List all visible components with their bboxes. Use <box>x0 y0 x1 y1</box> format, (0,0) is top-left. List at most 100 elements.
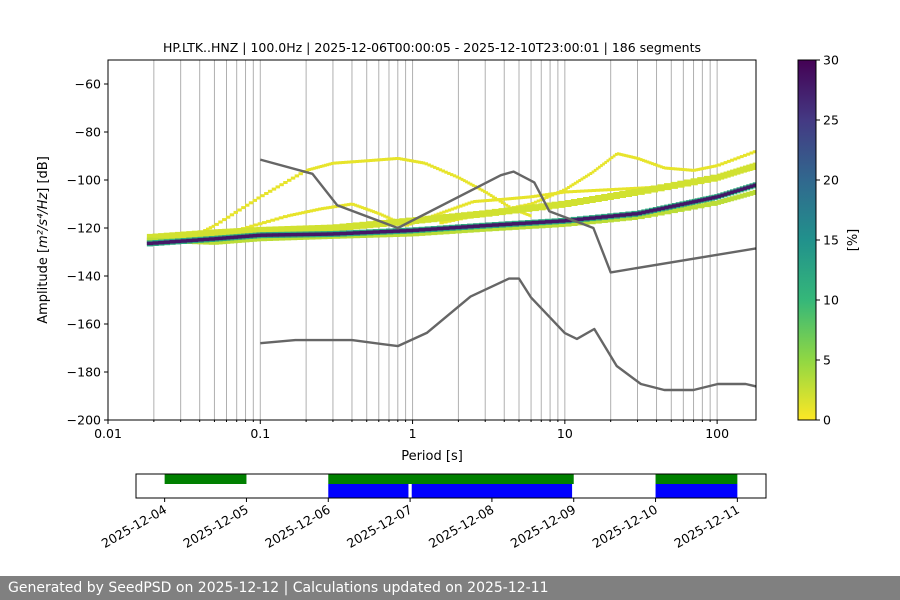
x-tick-label: 0.1 <box>250 426 270 441</box>
upper-spread-cell <box>637 187 645 195</box>
excursion-b-cell <box>467 201 471 205</box>
y-axis-ticks: −60 −80 −100 −120 −140 −160 −180 −200 <box>67 77 108 428</box>
excursion-a-cell <box>444 170 448 174</box>
lower-spread-cell <box>631 215 639 220</box>
mode-cell <box>733 189 738 194</box>
y-tick-label: −140 <box>67 269 101 284</box>
excursion-a-cell <box>352 160 357 164</box>
upper-spread-cell <box>214 229 219 237</box>
excursion-c-cell <box>650 162 654 166</box>
lower-spread-cell <box>619 216 626 222</box>
excursion-a-cell <box>417 160 421 164</box>
upper-spread-cell <box>245 227 250 235</box>
excursion-c-cell <box>655 163 659 167</box>
upper-spread-cell <box>730 169 734 177</box>
mode-cell <box>191 238 199 242</box>
mode-cell <box>180 239 187 243</box>
excursion-c-cell <box>578 179 582 182</box>
lower-spread-cell <box>473 227 480 233</box>
excursion-b-cell <box>633 186 639 190</box>
lower-spread-cell <box>736 194 741 200</box>
x-tick-label: 100 <box>705 426 729 441</box>
excursion-b-cell <box>367 208 371 212</box>
excursion-a-cell <box>294 174 300 178</box>
excursion-a-cell <box>347 160 351 164</box>
excursion-b-cell <box>508 197 512 201</box>
mode-cell <box>296 232 304 237</box>
excursion-b-cell <box>445 209 449 213</box>
excursion-c-cell <box>705 166 708 170</box>
excursion-a-cell <box>435 167 440 171</box>
excursion-a-cell <box>505 203 509 207</box>
excursion-b-cell <box>331 205 335 209</box>
upper-spread-cell <box>436 214 444 222</box>
excursion-b-cell <box>606 188 612 192</box>
excursion-b-cell <box>610 188 616 191</box>
timeline-date-label: 2025-12-07 <box>344 502 414 551</box>
excursion-c-cell <box>604 160 608 164</box>
upper-spread-cell <box>720 172 725 180</box>
excursion-c-cell <box>688 168 692 172</box>
excursion-c-cell <box>635 156 639 160</box>
excursion-a-cell <box>413 159 417 163</box>
excursion-a-cell <box>382 158 386 161</box>
upper-spread-cell <box>278 226 286 234</box>
upper-spread-cell <box>163 232 170 240</box>
excursion-b-cell <box>309 209 314 213</box>
mode-cell <box>645 209 650 214</box>
excursion-c-cell <box>531 201 535 205</box>
mode-cell <box>405 228 414 233</box>
upper-spread-cell <box>256 227 261 234</box>
upper-spread-cell <box>644 186 652 194</box>
mode-cell <box>551 219 559 224</box>
lower-spread-cell <box>245 237 250 243</box>
excursion-b-cell <box>303 210 308 214</box>
grid-lines <box>153 60 718 420</box>
excursion-a-cell <box>392 157 396 161</box>
excursion-c-cell <box>653 162 656 166</box>
lower-spread-cell <box>379 232 387 238</box>
excursion-c-cell <box>697 167 701 171</box>
excursion-a-cell <box>449 173 454 177</box>
upper-spread-cell <box>607 193 614 200</box>
lower-spread-cell <box>461 228 468 234</box>
excursion-c-cell <box>681 168 685 171</box>
upper-spread-cell <box>302 225 310 233</box>
excursion-c-cell <box>582 176 586 180</box>
figure: HP.LTK..HNZ | 100.0Hz | 2025-12-06T00:00… <box>36 40 861 551</box>
excursion-b-cell <box>376 211 380 215</box>
excursion-b-cell <box>568 190 574 194</box>
mode-cell <box>558 219 566 223</box>
upper-spread-cell <box>241 227 246 235</box>
excursion-a-cell <box>427 163 431 167</box>
mode-cell <box>386 229 394 234</box>
excursion-c-cell <box>439 221 444 225</box>
colorbar-tick-label: 15 <box>823 233 839 248</box>
timeline-date-label: 2025-12-11 <box>671 502 741 551</box>
excursion-a-cell <box>312 166 316 170</box>
mode-cell <box>730 190 734 195</box>
excursion-a-cell <box>264 192 269 195</box>
lower-spread-cell <box>531 223 539 229</box>
excursion-b-cell <box>270 218 276 222</box>
excursion-b-cell <box>496 198 500 202</box>
excursion-c-cell <box>580 177 584 181</box>
excursion-c-cell <box>550 193 555 197</box>
lower-spread-cell <box>690 204 698 210</box>
excursion-a-cell <box>526 213 529 216</box>
excursion-b-cell <box>261 221 267 225</box>
lower-spread-cell <box>284 235 292 241</box>
mode-cell <box>366 230 374 235</box>
excursion-a-cell <box>524 212 527 216</box>
lower-spread-cell <box>233 238 238 244</box>
colorbar-tick-label: 10 <box>823 293 839 308</box>
excursion-b-cell <box>562 190 566 194</box>
excursion-b-cell <box>513 196 517 200</box>
lower-spread-cell <box>720 198 725 204</box>
lower-spread-cell <box>448 228 456 234</box>
mode-cell <box>186 238 193 243</box>
mode-cell <box>637 211 642 215</box>
excursion-a-cell <box>363 159 368 163</box>
excursion-a-cell <box>366 159 370 163</box>
upper-spread-cell <box>723 171 728 179</box>
